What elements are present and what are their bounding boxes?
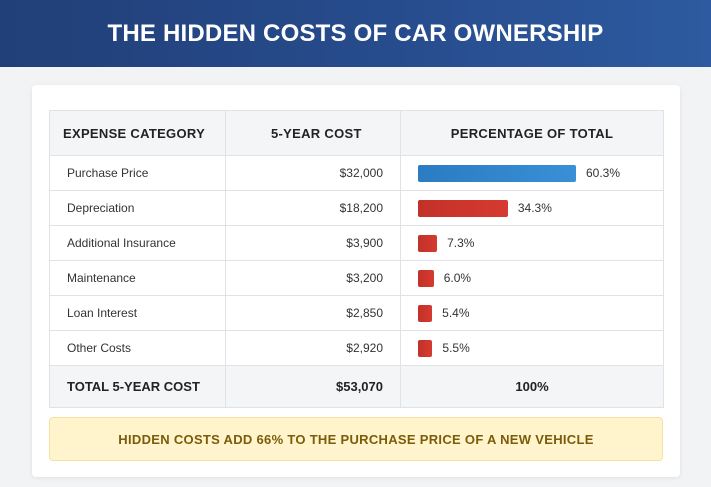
percentage-label: 7.3%: [447, 236, 475, 250]
table-body: Purchase Price $32,000 60.3% Depreciation $1…: [49, 155, 664, 366]
cost-value: $3,200: [225, 260, 401, 296]
percentage-bar: [418, 164, 576, 182]
cost-value: $32,000: [225, 155, 401, 191]
page-title: THE HIDDEN COSTS OF CAR OWNERSHIP: [107, 19, 604, 47]
percentage-cell: 34.3%: [400, 190, 664, 226]
cost-value: $3,900: [225, 225, 401, 261]
category-label: Loan Interest: [49, 295, 226, 331]
cost-value: $18,200: [225, 190, 401, 226]
cost-value: $2,850: [225, 295, 401, 331]
percentage-label: 60.3%: [586, 166, 621, 180]
category-label: Depreciation: [49, 190, 226, 226]
percentage-bar: [418, 339, 433, 357]
note-text: HIDDEN COSTS ADD 66% TO THE PURCHASE PRI…: [118, 431, 594, 447]
cost-value: $2,920: [225, 330, 401, 366]
category-label: Purchase Price: [49, 155, 226, 191]
percentage-bar: [418, 304, 433, 322]
total-cost: $53,070: [225, 365, 401, 408]
percentage-bar: [418, 234, 438, 252]
percentage-cell: 5.5%: [400, 330, 664, 366]
column-header-percentage: PERCENTAGE OF TOTAL: [400, 110, 664, 156]
category-label: Other Costs: [49, 330, 226, 366]
percentage-label: 6.0%: [443, 271, 472, 285]
percentage-label: 34.3%: [517, 201, 552, 215]
category-label: Additional Insurance: [49, 225, 226, 261]
percentage-label: 5.4%: [442, 306, 470, 320]
percentage-cell: 60.3%: [400, 155, 664, 191]
cost-table: EXPENSE CATEGORY 5-YEAR COST PERCENTAGE …: [49, 110, 664, 408]
percentage-bar: [418, 199, 508, 217]
total-row: TOTAL 5-YEAR COST $53,070 100%: [49, 365, 664, 408]
column-header-category: EXPENSE CATEGORY: [49, 110, 226, 156]
table-row: Other Costs $2,920 5.5%: [49, 330, 664, 366]
table-row: Depreciation $18,200 34.3%: [49, 190, 664, 226]
table-row: Maintenance $3,200 6.0%: [49, 260, 664, 296]
total-percent: 100%: [400, 365, 664, 408]
page-header: THE HIDDEN COSTS OF CAR OWNERSHIP: [0, 0, 711, 67]
cost-card: EXPENSE CATEGORY 5-YEAR COST PERCENTAGE …: [32, 85, 680, 477]
total-label: TOTAL 5-YEAR COST: [49, 365, 226, 408]
percentage-bar: [418, 269, 434, 287]
table-row: Purchase Price $32,000 60.3%: [49, 155, 664, 191]
column-header-cost: 5-YEAR COST: [225, 110, 401, 156]
table-header-row: EXPENSE CATEGORY 5-YEAR COST PERCENTAGE …: [49, 110, 664, 156]
table-row: Additional Insurance $3,900 7.3%: [49, 225, 664, 261]
category-label: Maintenance: [49, 260, 226, 296]
percentage-cell: 5.4%: [400, 295, 664, 331]
highlight-note: HIDDEN COSTS ADD 66% TO THE PURCHASE PRI…: [49, 417, 663, 461]
percentage-label: 5.5%: [442, 341, 470, 355]
percentage-cell: 7.3%: [400, 225, 664, 261]
table-row: Loan Interest $2,850 5.4%: [49, 295, 664, 331]
percentage-cell: 6.0%: [400, 260, 664, 296]
